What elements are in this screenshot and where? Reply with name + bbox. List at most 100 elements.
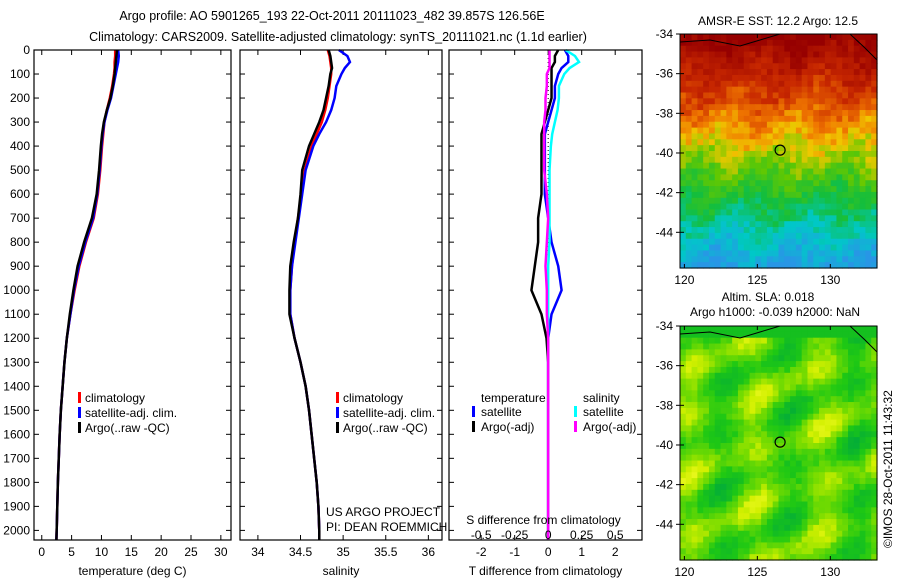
map-cell xyxy=(836,478,843,485)
map-cell xyxy=(714,74,722,82)
map-cell xyxy=(697,337,704,345)
map-cell xyxy=(737,168,745,175)
map-cell xyxy=(732,384,739,391)
map-cell xyxy=(749,524,756,532)
map-cell xyxy=(714,121,722,129)
map-cell xyxy=(807,215,814,222)
map-cell xyxy=(743,92,751,99)
map-cell xyxy=(830,396,838,403)
map-cell xyxy=(807,57,814,64)
map-cell xyxy=(836,215,843,222)
map-cell xyxy=(708,542,716,549)
map-cell xyxy=(726,127,733,135)
map-cell xyxy=(848,156,855,164)
map-cell xyxy=(836,168,843,175)
map-cell xyxy=(813,168,820,175)
legend-label-salinity: salinity xyxy=(583,391,620,405)
map-cell xyxy=(749,495,756,503)
map-cell xyxy=(726,232,733,240)
map-cell xyxy=(790,92,797,99)
map-cell xyxy=(801,45,809,53)
map-cell xyxy=(720,174,727,181)
map-cell xyxy=(871,495,878,503)
map-cell xyxy=(766,489,774,497)
map-cell xyxy=(795,530,803,538)
map-cell xyxy=(784,139,791,146)
map-cell xyxy=(714,51,722,58)
map-cell xyxy=(737,413,745,421)
map-cell xyxy=(708,139,716,146)
map-cell xyxy=(755,483,762,491)
map-cell xyxy=(743,250,751,257)
map-cell xyxy=(772,390,780,397)
map-cell xyxy=(813,34,820,41)
map-cell xyxy=(819,256,826,263)
map-cell xyxy=(859,69,867,76)
map-cell xyxy=(859,209,867,216)
map-cell xyxy=(848,244,855,252)
map-cell xyxy=(726,39,733,47)
map-cell xyxy=(697,186,704,193)
map-cell xyxy=(732,203,739,211)
map-cell xyxy=(778,326,785,333)
legend-swatch xyxy=(574,421,577,432)
map-cell xyxy=(726,478,733,485)
map-cell xyxy=(703,542,710,549)
map-cell xyxy=(824,232,832,240)
map-cell xyxy=(819,162,826,170)
map-cell xyxy=(708,145,716,152)
map-cell xyxy=(859,162,867,170)
map-cell xyxy=(848,554,855,561)
map-cell xyxy=(853,483,861,491)
map-cell xyxy=(836,162,843,170)
map-cell xyxy=(685,151,693,158)
map-cell xyxy=(865,238,872,246)
map-cell xyxy=(743,180,751,187)
map-cell xyxy=(680,349,687,356)
legend-swatch xyxy=(336,407,339,418)
map-cell xyxy=(708,390,716,397)
map-cell xyxy=(726,34,733,41)
map-cell xyxy=(732,86,739,94)
map-cell xyxy=(784,98,791,105)
map-cell xyxy=(842,402,849,409)
map-cell xyxy=(871,262,878,269)
map-cell xyxy=(807,227,814,234)
map-cell xyxy=(807,98,814,105)
map-cell xyxy=(755,495,762,503)
map-cell xyxy=(807,186,814,193)
map-cell xyxy=(691,63,698,70)
map-cell xyxy=(865,431,872,438)
map-cell xyxy=(778,232,785,240)
map-cell xyxy=(720,378,727,386)
map-cell xyxy=(761,209,768,216)
map-cell xyxy=(871,402,878,409)
map-cell xyxy=(732,209,739,216)
map-cell xyxy=(842,443,849,450)
map-cell xyxy=(726,98,733,105)
map-cell xyxy=(824,139,832,146)
map-cell xyxy=(720,419,727,427)
map-cell xyxy=(755,238,762,246)
map-cell xyxy=(824,250,832,257)
map-cell xyxy=(813,80,820,88)
map-cell xyxy=(778,437,785,444)
map-cell xyxy=(749,262,756,269)
map-cell xyxy=(801,402,809,409)
map-cell xyxy=(795,466,803,473)
map-cell xyxy=(772,378,780,386)
s-tick-label: 0.5 xyxy=(607,528,624,542)
map-cell xyxy=(766,92,774,99)
map-cell xyxy=(807,250,814,257)
map-cell xyxy=(859,180,867,187)
map-cell xyxy=(772,472,780,479)
map-cell xyxy=(830,542,838,549)
map-cell xyxy=(755,156,762,164)
map-cell xyxy=(790,34,797,41)
map-cell xyxy=(842,331,849,339)
map-cell xyxy=(795,460,803,467)
map-cell xyxy=(784,425,791,432)
map-cell xyxy=(865,542,872,549)
map-cell xyxy=(743,366,751,374)
map-cell xyxy=(859,57,867,64)
